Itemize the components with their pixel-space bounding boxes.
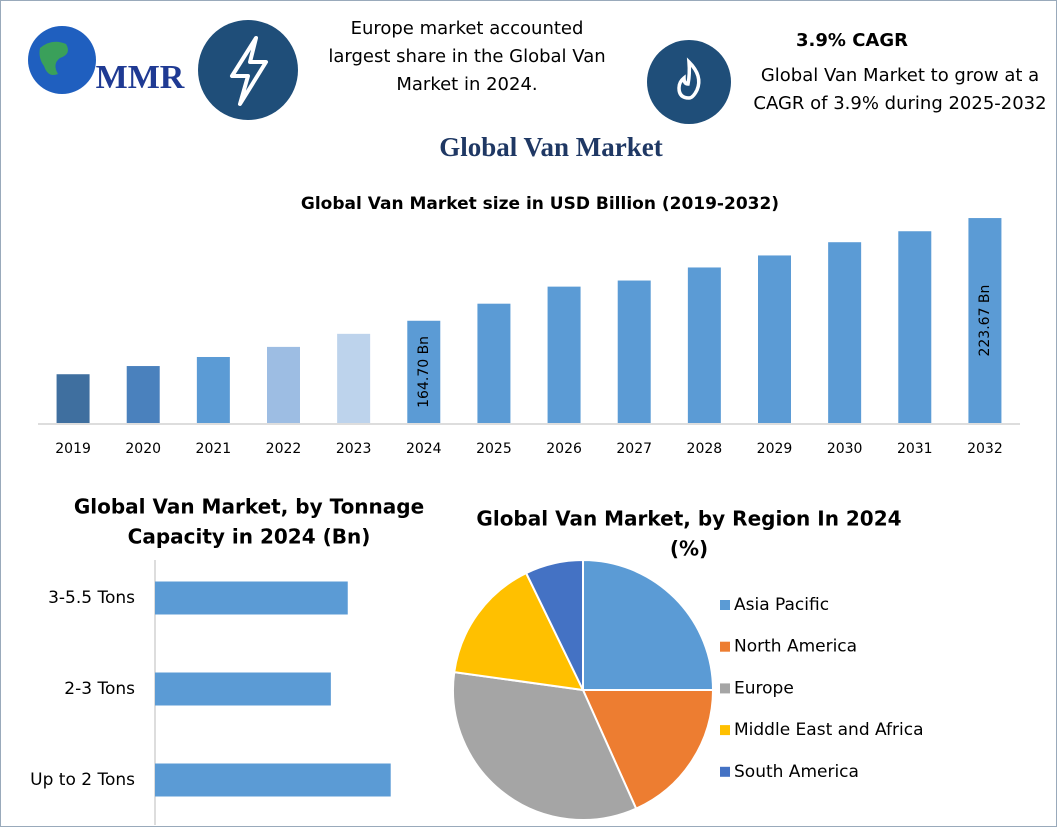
y-tick-label: Up to 2 Tons xyxy=(30,770,135,790)
header-text: Europe market accounted xyxy=(351,18,584,39)
bar xyxy=(337,333,371,423)
legend-swatch xyxy=(720,600,730,610)
bar xyxy=(155,763,391,797)
x-tick-label: 2032 xyxy=(967,441,1003,457)
flame-icon xyxy=(647,40,731,124)
legend-swatch xyxy=(720,641,730,652)
logo-text: MMR xyxy=(96,59,185,96)
x-tick-label: 2020 xyxy=(125,441,161,457)
bar xyxy=(968,218,1002,423)
bar xyxy=(155,581,348,615)
legend-label: South America xyxy=(734,762,859,782)
pie-slice xyxy=(582,558,715,691)
bar xyxy=(477,303,511,423)
bar xyxy=(758,255,791,423)
bar xyxy=(126,366,160,423)
pie-slice xyxy=(453,571,585,692)
bar xyxy=(898,231,932,423)
bar xyxy=(687,267,721,423)
legend-label: Asia Pacific xyxy=(734,595,829,615)
x-tick-label: 2027 xyxy=(616,441,652,457)
pie-slice xyxy=(581,689,715,810)
x-tick-label: 2025 xyxy=(476,441,512,457)
x-tick-label: 2019 xyxy=(55,441,91,457)
pie-slice xyxy=(452,670,638,821)
x-tick-label: 2030 xyxy=(827,441,863,457)
bar xyxy=(547,286,581,423)
x-tick-label: 2024 xyxy=(406,441,442,457)
header-text: largest share in the Global Van xyxy=(328,46,605,67)
chart-title: Global Van Market size in USD Billion (2… xyxy=(301,194,779,214)
x-tick-label: 2023 xyxy=(336,441,372,457)
x-tick-label: 2028 xyxy=(687,441,723,457)
pie-slice xyxy=(524,558,584,691)
value-label: 164.70 Bn xyxy=(416,336,432,408)
bar xyxy=(617,280,651,423)
bolt-icon xyxy=(198,20,298,120)
bar xyxy=(196,356,230,423)
main-title: Global Van Market xyxy=(439,132,663,162)
bar xyxy=(828,242,862,423)
legend-swatch xyxy=(720,766,730,777)
x-tick-label: 2021 xyxy=(196,441,232,457)
bar xyxy=(267,346,300,423)
bar xyxy=(407,320,441,423)
cagr-text: CAGR of 3.9% during 2025-2032 xyxy=(753,93,1046,114)
logo: MMR xyxy=(28,26,185,96)
x-tick-label: 2029 xyxy=(757,441,793,457)
x-tick-label: 2022 xyxy=(266,441,302,457)
chart-title: Capacity in 2024 (Bn) xyxy=(128,525,371,549)
y-tick-label: 3-5.5 Tons xyxy=(48,588,135,608)
x-tick-label: 2026 xyxy=(546,441,582,457)
bar xyxy=(155,672,331,706)
legend-swatch xyxy=(720,683,730,694)
header-text: Market in 2024. xyxy=(396,74,537,95)
legend-label: Europe xyxy=(734,678,794,698)
y-tick-label: 2-3 Tons xyxy=(64,679,135,699)
chart-title: Global Van Market, by Tonnage xyxy=(74,495,424,519)
chart-title: Global Van Market, by Region In 2024 xyxy=(476,507,901,531)
chart-title: (%) xyxy=(670,537,708,561)
legend-label: Middle East and Africa xyxy=(734,720,924,740)
cagr-text: Global Van Market to grow at a xyxy=(761,65,1039,86)
legend-label: North America xyxy=(734,637,857,657)
legend-swatch xyxy=(720,725,730,736)
value-label: 223.67 Bn xyxy=(977,285,993,357)
cagr-title: 3.9% CAGR xyxy=(796,30,908,51)
x-tick-label: 2031 xyxy=(897,441,933,457)
bar xyxy=(56,374,90,423)
